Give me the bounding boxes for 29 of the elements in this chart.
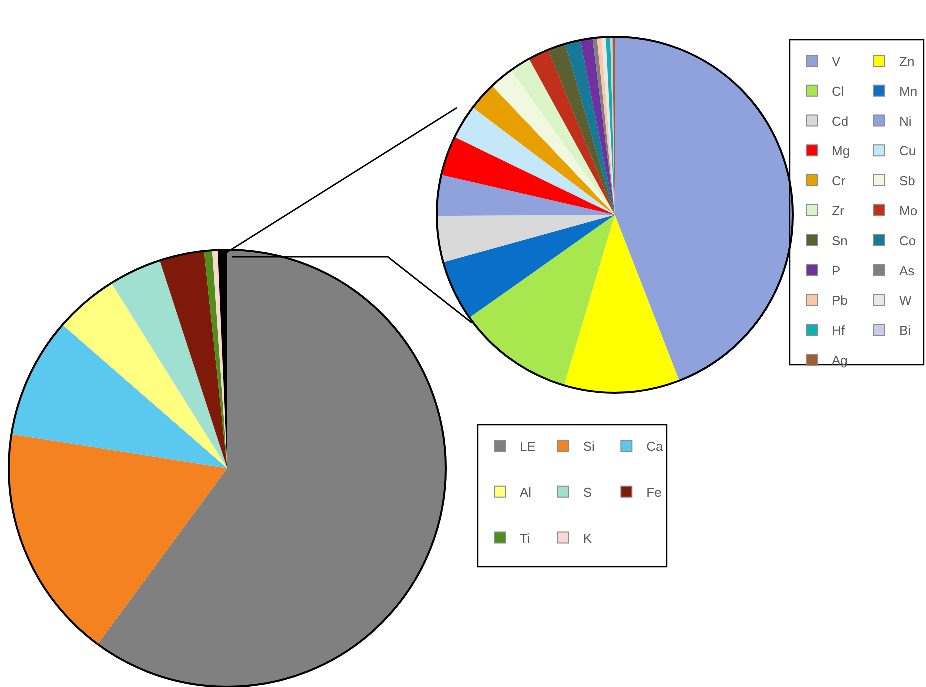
legend-label: Zr [832, 204, 845, 219]
legend-label: P [832, 263, 841, 278]
legend-label: S [583, 484, 592, 500]
legend-label: LE [520, 439, 536, 454]
legend-label: Bi [900, 323, 912, 338]
legend-label: Co [900, 233, 916, 248]
legend-label: Ni [900, 114, 912, 129]
legend-label: Cd [832, 114, 849, 129]
legend-label: Ag [832, 353, 848, 368]
legend-label: Mn [900, 84, 918, 99]
legend-label: Zn [900, 54, 915, 70]
legend-label: Fe [646, 484, 662, 500]
legend-label: Si [583, 439, 596, 454]
legend-label: Mg [832, 144, 850, 159]
legend-label: Pb [832, 293, 848, 308]
legend-label: Ti [520, 530, 530, 546]
legend-label: Cl [832, 84, 844, 99]
legend-label: V [832, 54, 841, 70]
legend-label: W [900, 293, 912, 308]
legend-label: Cr [832, 174, 846, 189]
legend-label: Al [520, 484, 532, 500]
legend-label: As [900, 263, 916, 278]
legend-label: Hf [832, 323, 846, 338]
legend-label: Cu [900, 144, 916, 159]
legend-label: Ca [646, 439, 664, 454]
legend-label: Mo [900, 204, 918, 219]
legend-label: Sn [832, 233, 848, 248]
legend-label: K [583, 530, 592, 546]
legend-label: Sb [900, 174, 916, 189]
